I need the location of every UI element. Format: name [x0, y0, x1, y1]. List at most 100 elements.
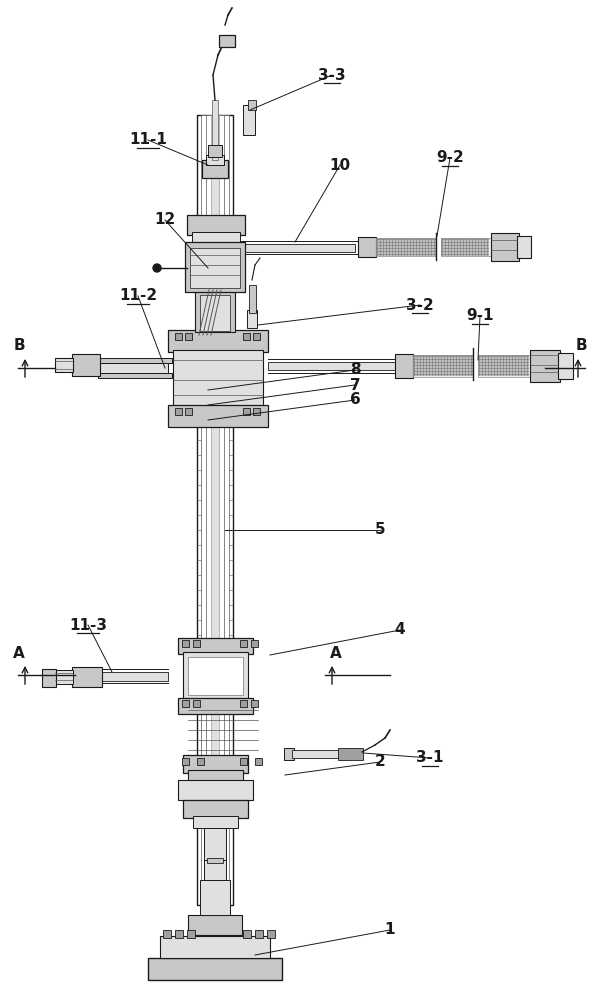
Circle shape	[463, 239, 464, 240]
Circle shape	[506, 365, 507, 366]
Circle shape	[426, 368, 427, 369]
Bar	[42, 669, 56, 687]
Circle shape	[431, 254, 432, 255]
Circle shape	[509, 365, 510, 366]
Circle shape	[401, 248, 402, 249]
Circle shape	[383, 248, 384, 249]
Circle shape	[425, 245, 426, 246]
Circle shape	[524, 374, 525, 375]
Circle shape	[524, 362, 525, 363]
Text: 12: 12	[154, 213, 176, 228]
Circle shape	[441, 374, 442, 375]
Circle shape	[438, 368, 439, 369]
Circle shape	[506, 359, 507, 360]
Circle shape	[460, 242, 461, 243]
Circle shape	[469, 251, 470, 252]
Circle shape	[488, 359, 489, 360]
Circle shape	[456, 374, 457, 375]
Circle shape	[386, 251, 387, 252]
Circle shape	[463, 242, 464, 243]
Circle shape	[392, 251, 393, 252]
Circle shape	[463, 251, 464, 252]
Bar	[243, 930, 251, 938]
Circle shape	[503, 368, 504, 369]
Circle shape	[398, 245, 399, 246]
Circle shape	[503, 365, 504, 366]
Circle shape	[401, 254, 402, 255]
Bar	[243, 333, 250, 340]
Circle shape	[472, 242, 473, 243]
Circle shape	[462, 374, 463, 375]
Circle shape	[454, 254, 455, 255]
Circle shape	[515, 356, 516, 357]
Circle shape	[438, 365, 439, 366]
Bar	[202, 160, 228, 178]
Circle shape	[395, 239, 396, 240]
Bar	[185, 408, 192, 415]
Text: 9-1: 9-1	[466, 308, 494, 324]
Circle shape	[524, 371, 525, 372]
Bar	[197, 115, 233, 905]
Text: 4: 4	[394, 622, 405, 638]
Circle shape	[479, 359, 480, 360]
Circle shape	[398, 251, 399, 252]
Circle shape	[450, 365, 451, 366]
Circle shape	[425, 239, 426, 240]
Circle shape	[416, 254, 417, 255]
Bar	[251, 700, 258, 707]
Bar	[175, 333, 182, 340]
Circle shape	[441, 356, 442, 357]
Circle shape	[459, 371, 460, 372]
Bar	[207, 858, 223, 863]
Text: A: A	[330, 646, 342, 660]
Circle shape	[463, 254, 464, 255]
Circle shape	[518, 371, 519, 372]
Circle shape	[459, 359, 460, 360]
Circle shape	[404, 239, 405, 240]
Circle shape	[465, 359, 466, 360]
Circle shape	[423, 359, 424, 360]
Circle shape	[401, 251, 402, 252]
Circle shape	[456, 356, 457, 357]
Circle shape	[383, 251, 384, 252]
Circle shape	[475, 254, 476, 255]
Circle shape	[429, 368, 430, 369]
Circle shape	[500, 362, 501, 363]
Circle shape	[506, 368, 507, 369]
Circle shape	[521, 362, 522, 363]
Circle shape	[422, 239, 423, 240]
Circle shape	[416, 248, 417, 249]
Circle shape	[500, 374, 501, 375]
Circle shape	[466, 248, 467, 249]
Bar	[491, 233, 519, 261]
Circle shape	[407, 251, 408, 252]
Circle shape	[509, 371, 510, 372]
Circle shape	[521, 368, 522, 369]
Circle shape	[420, 371, 421, 372]
Circle shape	[450, 356, 451, 357]
Circle shape	[478, 248, 479, 249]
Circle shape	[515, 368, 516, 369]
Bar	[204, 828, 226, 860]
Circle shape	[459, 368, 460, 369]
Circle shape	[527, 356, 528, 357]
Bar	[251, 640, 258, 647]
Circle shape	[435, 374, 436, 375]
Circle shape	[497, 371, 498, 372]
Circle shape	[494, 359, 495, 360]
Circle shape	[445, 248, 446, 249]
Circle shape	[453, 362, 454, 363]
Circle shape	[466, 239, 467, 240]
Circle shape	[377, 245, 378, 246]
Circle shape	[472, 245, 473, 246]
Circle shape	[432, 368, 433, 369]
Circle shape	[434, 242, 435, 243]
Circle shape	[485, 365, 486, 366]
Circle shape	[494, 362, 495, 363]
Circle shape	[426, 356, 427, 357]
Circle shape	[518, 362, 519, 363]
Circle shape	[479, 368, 480, 369]
Circle shape	[497, 359, 498, 360]
Circle shape	[515, 359, 516, 360]
Circle shape	[485, 371, 486, 372]
